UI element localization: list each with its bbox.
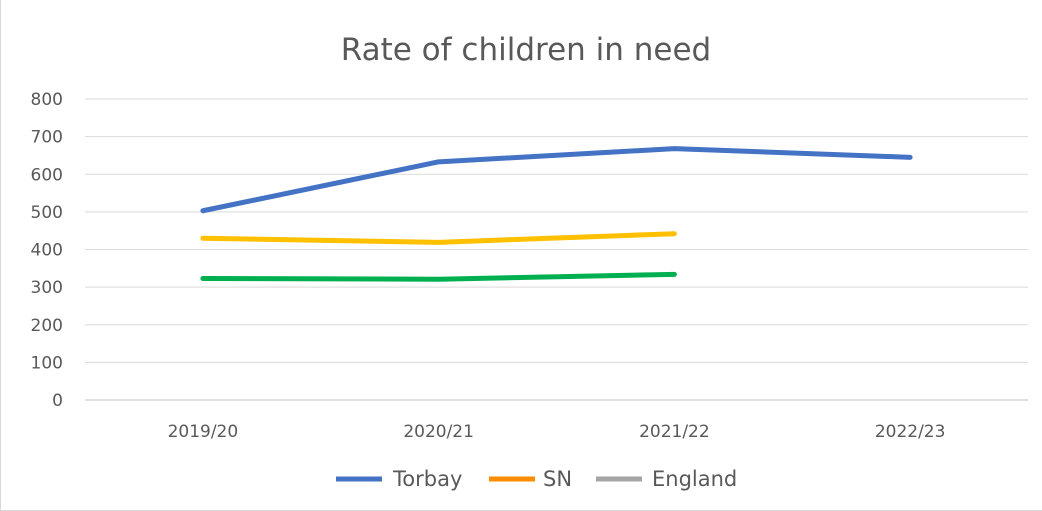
y-tick-label: 800	[31, 90, 63, 110]
y-tick-label: 700	[31, 128, 63, 148]
y-tick-label: 600	[31, 165, 63, 185]
gridlines	[85, 98, 1028, 401]
series-line-sn	[200, 231, 677, 245]
legend: Torbay SN England	[336, 467, 737, 491]
legend-label: SN	[543, 467, 572, 491]
x-tick-label: 2019/20	[168, 422, 239, 442]
x-tick-label: 2020/21	[403, 422, 474, 442]
legend-label: Torbay	[392, 467, 462, 491]
y-tick-label: 300	[31, 278, 63, 298]
legend-label: England	[652, 467, 737, 491]
x-tick-label: 2022/23	[875, 422, 946, 442]
y-tick-label: 100	[31, 353, 63, 373]
series-line-england	[200, 271, 677, 282]
y-tick-label: 500	[31, 203, 63, 223]
y-tick-label: 200	[31, 316, 63, 336]
series-lines	[200, 146, 913, 282]
x-axis-ticks: 2019/20 2020/21 2021/22 2022/23	[168, 422, 946, 442]
y-tick-label: 0	[52, 391, 63, 411]
x-tick-label: 2021/22	[639, 422, 710, 442]
series-line-torbay	[200, 146, 913, 214]
y-axis-ticks: 0 100 200 300 400 500 600 700 800	[31, 90, 63, 411]
y-tick-label: 400	[31, 241, 63, 261]
chart-title: Rate of children in need	[341, 32, 712, 68]
